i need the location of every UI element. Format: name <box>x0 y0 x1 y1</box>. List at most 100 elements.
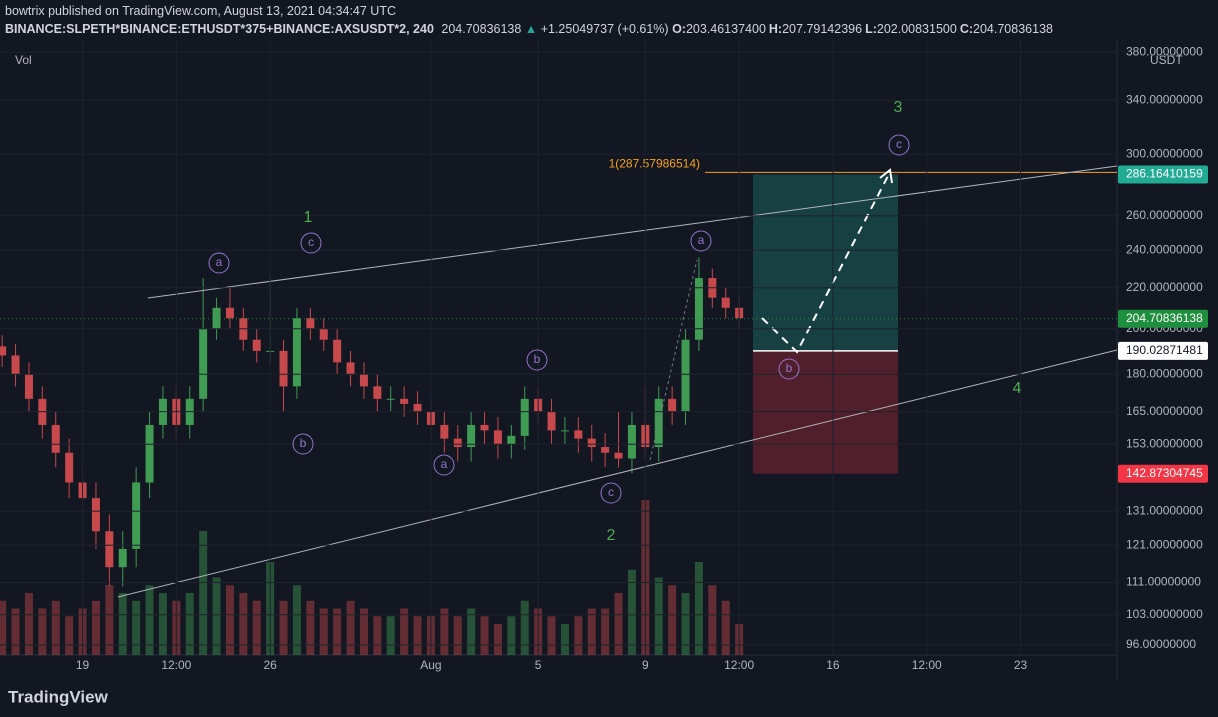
wave-number: 2 <box>607 527 616 544</box>
candle-body <box>574 430 583 439</box>
price-label: 204.70836138 <box>1126 311 1203 325</box>
volume-bar <box>24 593 33 655</box>
wave-circle <box>600 482 622 504</box>
wave-circle <box>208 252 230 274</box>
candle-body <box>453 438 462 448</box>
volume-bar <box>413 616 422 655</box>
trend-line <box>117 349 1118 598</box>
candle-body <box>627 424 636 459</box>
volume-bar <box>199 531 208 655</box>
y-tick-label: 165.00000000 <box>1126 404 1203 418</box>
candle-body <box>51 424 60 453</box>
y-tick-label: 220.00000000 <box>1126 280 1203 294</box>
currency: USDT <box>1150 53 1183 67</box>
x-tick-label: 5 <box>535 658 542 672</box>
volume-bar <box>38 608 47 655</box>
y-tick-label: 96.00000000 <box>1126 637 1196 651</box>
candle-body <box>292 318 301 387</box>
wave-number: 3 <box>894 99 903 116</box>
candle-body <box>199 328 208 399</box>
y-tick-label: 121.00000000 <box>1126 537 1203 551</box>
candle-body <box>65 452 74 483</box>
ohlc: O:203.46137400 H:207.79142396 L:202.008315… <box>672 22 1056 36</box>
candle-body <box>24 374 33 399</box>
candle-body <box>105 531 114 568</box>
volume-label: Vol <box>15 53 32 67</box>
candle-body <box>467 424 476 448</box>
volume-bar <box>467 608 476 655</box>
wave-letter: c <box>608 485 614 499</box>
price-label: 190.02871481 <box>1126 343 1203 357</box>
volume-bar <box>65 616 74 655</box>
fib-label: 1(287.57986514) <box>609 157 700 171</box>
volume-bar <box>520 600 529 655</box>
wave-letter: c <box>308 235 314 249</box>
ohlc-key: L: <box>865 22 877 36</box>
candle-body <box>319 328 328 340</box>
candle-body <box>0 346 7 356</box>
wave-circle <box>292 433 314 455</box>
y-tick-label: 240.00000000 <box>1126 242 1203 256</box>
volume-bar <box>440 608 449 655</box>
y-tick-label: 260.00000000 <box>1126 208 1203 222</box>
ohlc-value: 203.46137400 <box>685 22 766 36</box>
volume-bar <box>373 616 382 655</box>
candle-body <box>118 548 127 568</box>
y-tick-label: 103.00000000 <box>1126 607 1203 621</box>
candle-body <box>386 398 395 400</box>
volume-bar <box>212 577 221 655</box>
x-tick-label: 16 <box>826 658 840 672</box>
candle-body <box>560 430 569 432</box>
loss-zone <box>753 350 898 474</box>
x-tick-label: 19 <box>76 658 90 672</box>
projection <box>761 175 889 354</box>
volume-bar <box>132 600 141 655</box>
candle-body <box>507 435 516 445</box>
x-tick-label: 26 <box>263 658 277 672</box>
candle-body <box>91 498 100 532</box>
byline: bowtrix published on TradingView.com, Au… <box>5 4 396 18</box>
wave-number: 4 <box>1013 380 1022 397</box>
volume-bar <box>507 616 516 655</box>
volume-bar <box>306 600 315 655</box>
ohlc-value: 204.70836138 <box>973 22 1053 36</box>
x-tick-label: 23 <box>1014 658 1028 672</box>
volume-bar <box>51 600 60 655</box>
volume-bar <box>252 600 261 655</box>
volume-bar <box>333 608 342 655</box>
candle-body <box>333 339 342 363</box>
candle-body <box>480 424 489 431</box>
symbol-line: BINANCE:SLPETH*BINANCE:ETHUSDT*375+BINAN… <box>5 22 1056 36</box>
volume-bar <box>694 562 703 655</box>
y-tick-label: 131.00000000 <box>1126 503 1203 517</box>
price-label-box <box>1118 309 1208 328</box>
x-tick-label: 12:00 <box>724 658 754 672</box>
wave-letter: b <box>534 352 541 366</box>
wave-letter: a <box>216 255 223 269</box>
volume-bar <box>708 585 717 655</box>
volume-bar <box>185 593 194 655</box>
y-tick-label: 380.00000000 <box>1126 44 1203 58</box>
wave-circle <box>690 230 712 252</box>
volume-bar <box>279 600 288 655</box>
ohlc-key: H: <box>768 22 783 36</box>
volume-bar <box>158 593 167 655</box>
volume-bar <box>480 616 489 655</box>
change: +1.25049737 (+0.61%) <box>540 22 669 36</box>
volume-bar <box>359 608 368 655</box>
candle-body <box>721 297 730 308</box>
volume-bar <box>587 608 596 655</box>
ohlc-key: O: <box>672 22 686 36</box>
x-tick-label: 9 <box>642 658 649 672</box>
candle-body <box>346 362 355 375</box>
volume-bar <box>721 600 730 655</box>
y-tick-label: 340.00000000 <box>1126 92 1203 106</box>
candle-body <box>694 278 703 340</box>
candle-body <box>225 307 234 319</box>
price-label: 142.87304745 <box>1126 466 1203 480</box>
candle-body <box>601 447 610 453</box>
candle-body <box>668 398 677 412</box>
projection <box>649 259 698 461</box>
